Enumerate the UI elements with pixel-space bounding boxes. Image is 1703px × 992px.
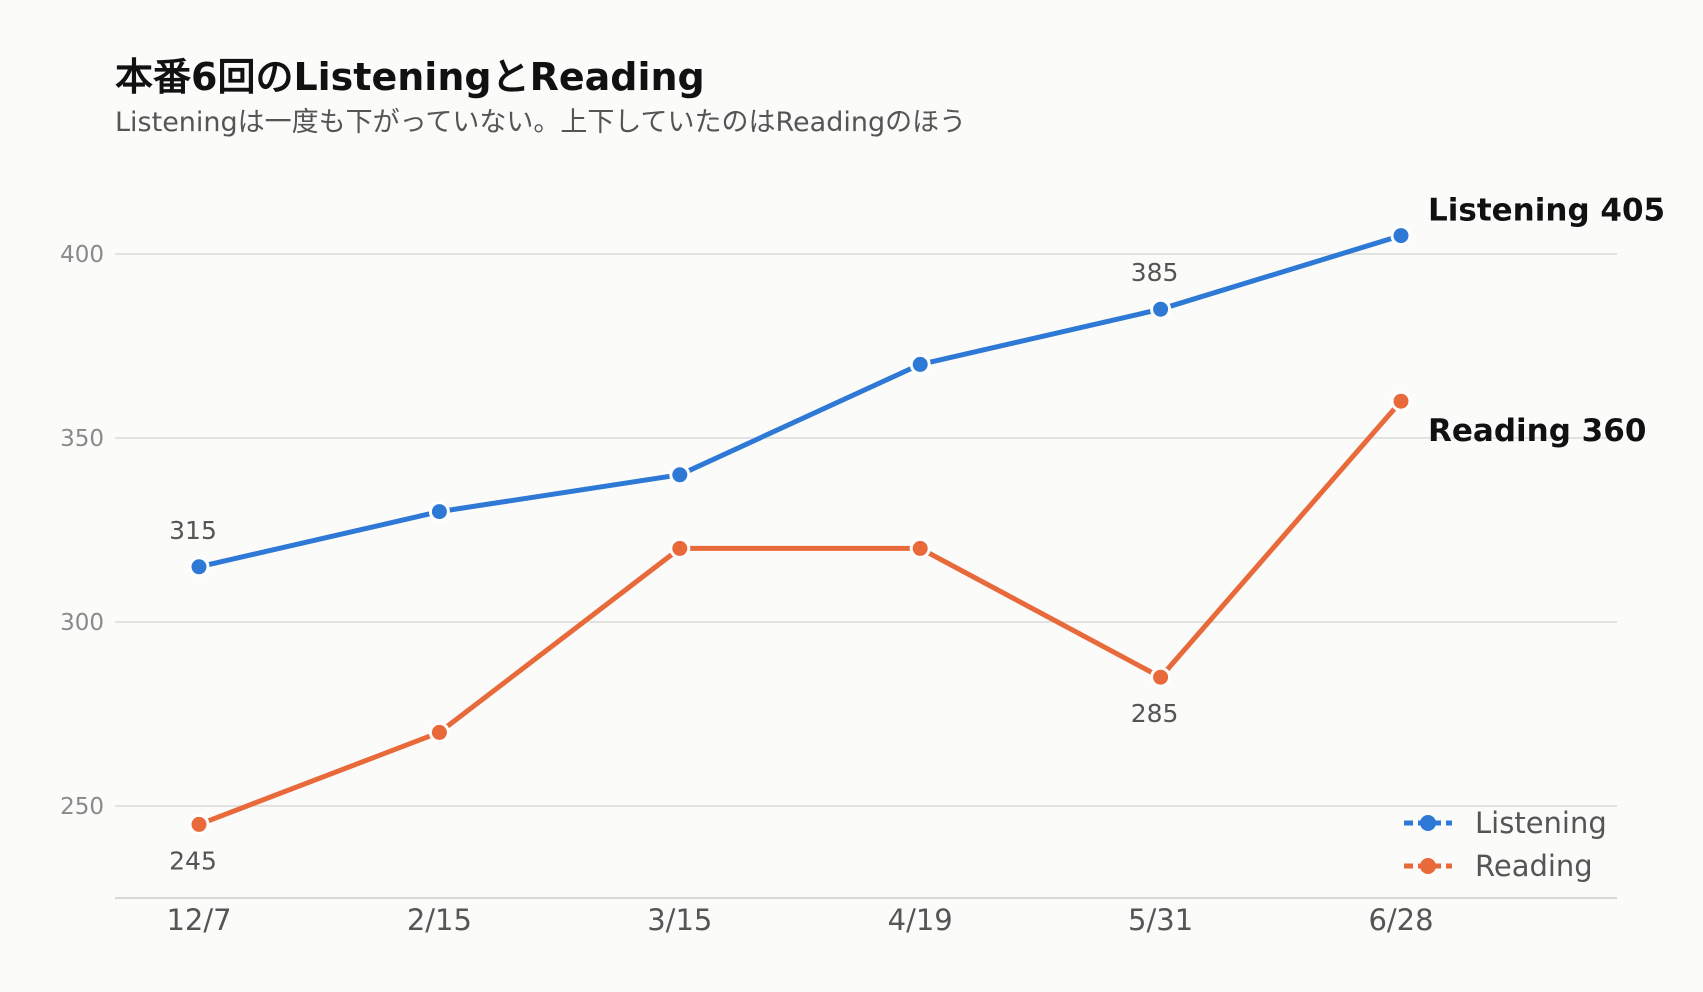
series-line-listening xyxy=(196,233,1404,570)
data-point-listening xyxy=(669,464,691,486)
chart-subtitle: Listeningは一度も下がっていない。上下していたのはReadingのほう xyxy=(115,107,967,138)
chart-title: 本番6回のListeningとReading xyxy=(115,55,705,99)
x-tick-label: 4/19 xyxy=(888,903,953,937)
series-points xyxy=(188,225,1412,835)
end-label-reading: Reading 360 xyxy=(1428,413,1646,449)
end-label-listening: Listening 405 xyxy=(1428,193,1665,229)
x-tick-label: 3/15 xyxy=(647,903,712,937)
data-point-listening xyxy=(428,501,450,523)
series-lines xyxy=(196,233,1404,827)
data-label: 385 xyxy=(1131,258,1179,287)
data-point-reading xyxy=(1150,666,1172,688)
x-tick-label: 12/7 xyxy=(166,903,231,937)
data-point-listening xyxy=(909,353,931,375)
data-point-listening xyxy=(1390,225,1412,247)
y-tick-label: 400 xyxy=(60,242,104,268)
data-point-reading xyxy=(428,721,450,743)
y-tick-label: 350 xyxy=(60,426,104,452)
x-tick-label: 6/28 xyxy=(1368,903,1433,937)
data-point-listening xyxy=(188,556,210,578)
series-line-reading xyxy=(196,398,1404,827)
data-point-reading xyxy=(1390,390,1412,412)
y-tick-label: 250 xyxy=(60,794,104,820)
x-axis-ticks: 12/7 2/15 3/15 4/19 5/31 6/28 xyxy=(166,903,1433,937)
data-label: 315 xyxy=(169,516,217,545)
x-tick-label: 5/31 xyxy=(1128,903,1193,937)
y-tick-label: 300 xyxy=(60,610,104,636)
legend-label-reading: Reading xyxy=(1475,849,1593,883)
gridlines xyxy=(115,253,1617,899)
data-point-reading xyxy=(188,813,210,835)
x-tick-label: 2/15 xyxy=(407,903,472,937)
legend-marker-reading xyxy=(1420,858,1436,874)
legend-label-listening: Listening xyxy=(1475,806,1607,840)
data-point-reading xyxy=(669,537,691,559)
legend: Listening Reading xyxy=(1404,806,1607,883)
data-labels: 315 385 245 285 xyxy=(169,258,1178,875)
end-labels: Listening 405 Reading 360 xyxy=(1428,193,1665,450)
y-axis-ticks: 250 300 350 400 xyxy=(60,242,104,820)
data-label: 285 xyxy=(1131,699,1179,728)
data-label: 245 xyxy=(169,846,217,875)
legend-marker-listening xyxy=(1420,815,1436,831)
data-point-reading xyxy=(909,537,931,559)
data-point-listening xyxy=(1150,298,1172,320)
